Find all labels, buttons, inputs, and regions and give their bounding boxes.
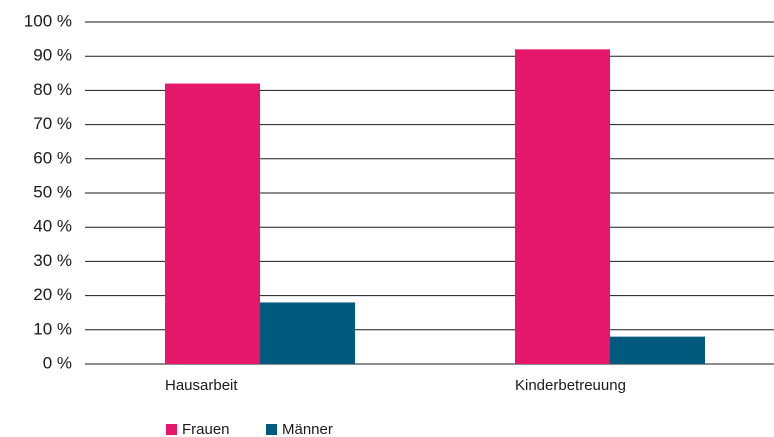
y-tick-label: 70 % <box>33 114 72 133</box>
y-tick-label: 0 % <box>43 353 72 372</box>
y-tick-label: 100 % <box>24 11 72 30</box>
legend-label: Frauen <box>182 421 230 437</box>
bar <box>260 302 355 364</box>
legend-swatch <box>266 424 277 435</box>
y-tick-label: 10 % <box>33 319 72 338</box>
y-tick-label: 40 % <box>33 217 72 236</box>
y-tick-label: 50 % <box>33 182 72 201</box>
bar <box>165 83 260 364</box>
y-tick-label: 60 % <box>33 148 72 167</box>
legend-swatch <box>166 424 177 435</box>
x-tick-label: Hausarbeit <box>165 377 238 394</box>
y-tick-label: 20 % <box>33 285 72 304</box>
bar <box>610 336 705 364</box>
legend-label: Männer <box>282 421 333 437</box>
y-tick-label: 90 % <box>33 46 72 65</box>
x-tick-label: Kinderbetreuung <box>515 377 626 394</box>
y-tick-label: 80 % <box>33 80 72 99</box>
bar <box>515 49 610 365</box>
y-tick-label: 30 % <box>33 251 72 270</box>
